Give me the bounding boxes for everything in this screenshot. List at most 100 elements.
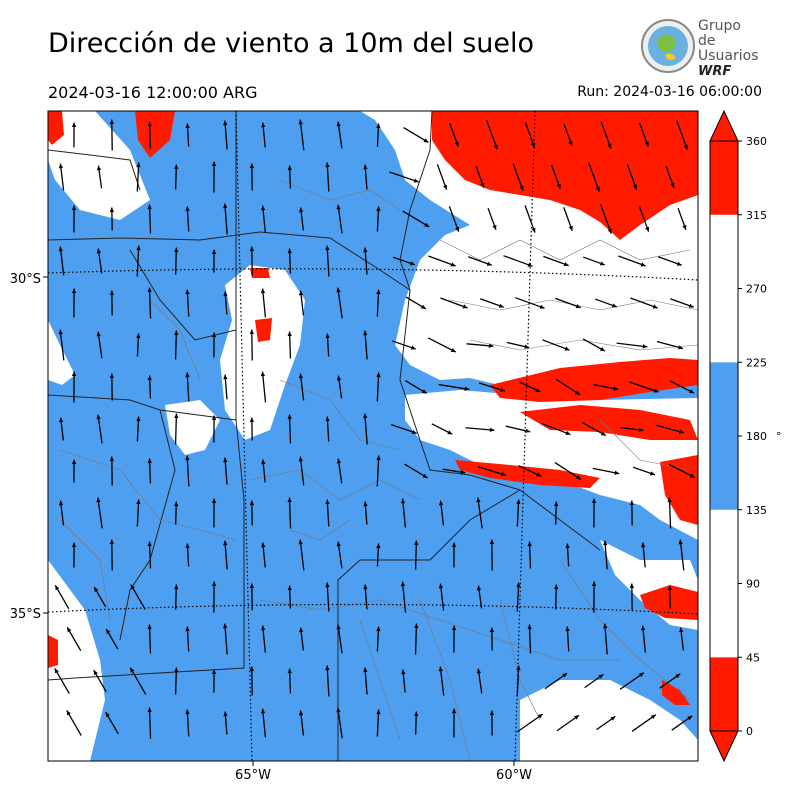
wind-arrow-head (438, 583, 444, 589)
wind-arrow-head (591, 498, 597, 504)
wind-arrow-head (185, 372, 190, 378)
wind-arrow-head (498, 303, 504, 308)
wind-arrow-head (675, 673, 681, 679)
wind-arrow-head (451, 542, 457, 548)
wind-arrow-head (325, 582, 330, 588)
red-region-central-2 (255, 318, 272, 342)
wind-arrow-head (488, 343, 494, 348)
wind-arrow (174, 413, 178, 445)
wind-arrow-head (325, 665, 330, 671)
wind-arrow (465, 427, 495, 431)
wind-arrow-head (376, 709, 381, 715)
wind-arrow-head (500, 471, 506, 477)
wind-arrow-head (401, 669, 406, 675)
wind-arrow-head (644, 141, 649, 147)
red-region-nw-2 (48, 111, 64, 145)
wind-arrow-head (185, 123, 190, 129)
wind-arrow-head (562, 673, 568, 678)
wind-arrow-head (130, 584, 135, 590)
logo-line-2: Usuarios (698, 48, 759, 64)
wind-arrow-head (58, 329, 63, 335)
wind-arrow-head (595, 186, 600, 192)
wind-arrow-head (689, 473, 695, 478)
wind-arrow-head (109, 456, 115, 462)
red-region-coast (640, 585, 698, 620)
wind-arrow-head (443, 184, 448, 190)
wind-arrow-head (576, 475, 581, 480)
wind-arrow-head (260, 708, 266, 714)
wind-arrow (630, 297, 658, 309)
wind-arrow (555, 378, 581, 396)
wind-arrow (288, 414, 292, 444)
wind-arrow (528, 624, 532, 654)
wind-arrow-head (450, 262, 456, 267)
wind-arrow-head (174, 330, 179, 336)
wind-arrow-head (211, 332, 217, 338)
wind-arrow-head (136, 416, 141, 422)
wind-arrow-head (287, 585, 292, 591)
wind-arrow-head (610, 716, 616, 721)
wind-arrow-head (462, 304, 468, 309)
wind-arrow-head (223, 540, 228, 546)
wind-arrow-head (174, 501, 179, 507)
wind-arrow-head (640, 262, 646, 267)
wind-arrow-head (147, 375, 152, 381)
wind-arrow-head (641, 542, 646, 548)
wind-arrow-head (451, 708, 457, 714)
wind-arrow (401, 498, 407, 528)
wind-arrow-head (147, 458, 152, 464)
wind-arrow-head (638, 427, 644, 433)
wind-arrow-head (130, 667, 135, 673)
wind-arrow-head (222, 623, 228, 629)
wind-arrow-head (633, 184, 638, 190)
wind-arrow (288, 497, 292, 529)
wind-arrow-head (688, 303, 694, 308)
wind-arrow-head (105, 712, 110, 718)
wind-vectors (54, 119, 696, 739)
wind-arrow (554, 462, 582, 480)
colorbar-extend-top (709, 109, 739, 142)
wind-arrow (337, 624, 343, 654)
wind-arrow (59, 246, 65, 276)
wind-arrow-head (409, 261, 415, 266)
wind-arrow-head (376, 372, 381, 378)
wind-arrow-head (667, 585, 672, 591)
wind-arrow-head (554, 501, 559, 507)
wind-arrow-head (336, 287, 341, 293)
wind-arrow-head (249, 583, 255, 589)
wind-arrow (59, 329, 65, 361)
wind-arrow (129, 667, 147, 695)
wind-arrow-head (531, 227, 536, 233)
wind-arrow (503, 255, 533, 267)
wind-arrow-head (136, 499, 141, 505)
wind-arrow-head (298, 119, 303, 125)
wind-arrow (224, 120, 228, 150)
colorbar-tick-label: 225 (746, 356, 767, 369)
red-region-sw (48, 635, 58, 668)
wind-arrow-head (376, 626, 381, 632)
wind-arrow (224, 623, 228, 655)
wind-arrow (515, 297, 545, 309)
wind-arrow-head (136, 333, 141, 339)
wind-arrow-head (413, 178, 419, 183)
colorbar-band-0 (710, 657, 738, 731)
wind-arrow (604, 540, 608, 570)
wind-arrow-head (287, 165, 292, 171)
lat-label-30s: 30°S (10, 272, 41, 287)
map-frame (47, 110, 699, 762)
colorbar-band-3 (710, 214, 738, 363)
wind-arrow-head (211, 669, 217, 675)
wind-arrow-head (556, 183, 561, 189)
wind-arrow (616, 342, 648, 348)
colorbar-band-1 (710, 509, 738, 658)
wind-arrow-head (454, 141, 459, 147)
wind-arrow-head (537, 714, 543, 719)
wind-arrow-head (223, 711, 228, 717)
wind-arrow (668, 463, 696, 479)
wind-arrow-head (249, 329, 255, 335)
wind-arrow-head (147, 287, 152, 293)
wind-arrow-head (362, 413, 368, 419)
wind-arrow-head (174, 164, 179, 170)
wind-arrow-head (109, 207, 115, 213)
wind-arrow-head (174, 667, 179, 673)
